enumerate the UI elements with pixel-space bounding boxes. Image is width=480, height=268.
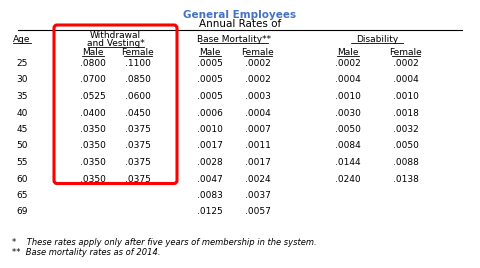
Text: .0057: .0057 xyxy=(245,207,271,217)
Text: .0375: .0375 xyxy=(125,174,151,184)
Text: .0024: .0024 xyxy=(245,174,271,184)
Text: .0800: .0800 xyxy=(80,59,106,68)
Text: .0375: .0375 xyxy=(125,142,151,151)
Text: .0006: .0006 xyxy=(197,109,223,117)
Text: .0004: .0004 xyxy=(393,76,419,84)
Text: .0010: .0010 xyxy=(335,92,361,101)
Text: Annual Rates of: Annual Rates of xyxy=(199,19,281,29)
Text: Female: Female xyxy=(390,48,422,57)
Text: .0084: .0084 xyxy=(335,142,361,151)
Text: .0050: .0050 xyxy=(393,142,419,151)
Text: Male: Male xyxy=(337,48,359,57)
Text: .0050: .0050 xyxy=(335,125,361,134)
Text: .0375: .0375 xyxy=(125,158,151,167)
Text: .0144: .0144 xyxy=(335,158,361,167)
Text: 40: 40 xyxy=(16,109,28,117)
Text: .0400: .0400 xyxy=(80,109,106,117)
Text: .0350: .0350 xyxy=(80,125,106,134)
Text: *    These rates apply only after five years of membership in the system.: * These rates apply only after five year… xyxy=(12,238,317,247)
Text: .0083: .0083 xyxy=(197,191,223,200)
Text: .0004: .0004 xyxy=(335,76,361,84)
Text: .0525: .0525 xyxy=(80,92,106,101)
Text: General Employees: General Employees xyxy=(183,10,297,20)
Text: .0005: .0005 xyxy=(197,59,223,68)
Text: .0004: .0004 xyxy=(245,109,271,117)
Text: 60: 60 xyxy=(16,174,28,184)
Text: .0450: .0450 xyxy=(125,109,151,117)
Text: .0350: .0350 xyxy=(80,158,106,167)
Text: .0002: .0002 xyxy=(335,59,361,68)
Text: .0088: .0088 xyxy=(393,158,419,167)
Text: .0018: .0018 xyxy=(393,109,419,117)
Text: .0010: .0010 xyxy=(197,125,223,134)
Text: .0002: .0002 xyxy=(393,59,419,68)
Text: .1100: .1100 xyxy=(125,59,151,68)
Text: .0010: .0010 xyxy=(393,92,419,101)
Text: 30: 30 xyxy=(16,76,28,84)
Text: Female: Female xyxy=(121,48,155,57)
Text: .0003: .0003 xyxy=(245,92,271,101)
Text: .0047: .0047 xyxy=(197,174,223,184)
Text: .0138: .0138 xyxy=(393,174,419,184)
Text: .0030: .0030 xyxy=(335,109,361,117)
Text: Withdrawal: Withdrawal xyxy=(90,31,141,40)
Text: 65: 65 xyxy=(16,191,28,200)
Text: .0002: .0002 xyxy=(245,59,271,68)
Text: .0007: .0007 xyxy=(245,125,271,134)
Text: 69: 69 xyxy=(16,207,28,217)
Text: .0700: .0700 xyxy=(80,76,106,84)
Text: .0350: .0350 xyxy=(80,142,106,151)
Text: 50: 50 xyxy=(16,142,28,151)
Text: .0600: .0600 xyxy=(125,92,151,101)
Text: .0032: .0032 xyxy=(393,125,419,134)
Text: .0002: .0002 xyxy=(245,76,271,84)
Text: .0017: .0017 xyxy=(245,158,271,167)
Text: Base Mortality**: Base Mortality** xyxy=(197,35,271,44)
Text: .0005: .0005 xyxy=(197,76,223,84)
Text: .0011: .0011 xyxy=(245,142,271,151)
Text: Male: Male xyxy=(199,48,221,57)
Text: .0028: .0028 xyxy=(197,158,223,167)
Text: Disability: Disability xyxy=(356,35,398,44)
Text: .0850: .0850 xyxy=(125,76,151,84)
Text: .0240: .0240 xyxy=(335,174,361,184)
Text: 45: 45 xyxy=(16,125,28,134)
Text: .0037: .0037 xyxy=(245,191,271,200)
Text: 55: 55 xyxy=(16,158,28,167)
Text: Age: Age xyxy=(13,35,31,44)
Text: .0350: .0350 xyxy=(80,174,106,184)
Text: **  Base mortality rates as of 2014.: ** Base mortality rates as of 2014. xyxy=(12,248,160,257)
Text: .0125: .0125 xyxy=(197,207,223,217)
Text: .0005: .0005 xyxy=(197,92,223,101)
Text: .0375: .0375 xyxy=(125,125,151,134)
Text: 35: 35 xyxy=(16,92,28,101)
Text: Female: Female xyxy=(241,48,275,57)
Text: and Vesting*: and Vesting* xyxy=(86,39,144,48)
Text: .0017: .0017 xyxy=(197,142,223,151)
Text: Male: Male xyxy=(82,48,104,57)
Text: 25: 25 xyxy=(16,59,28,68)
